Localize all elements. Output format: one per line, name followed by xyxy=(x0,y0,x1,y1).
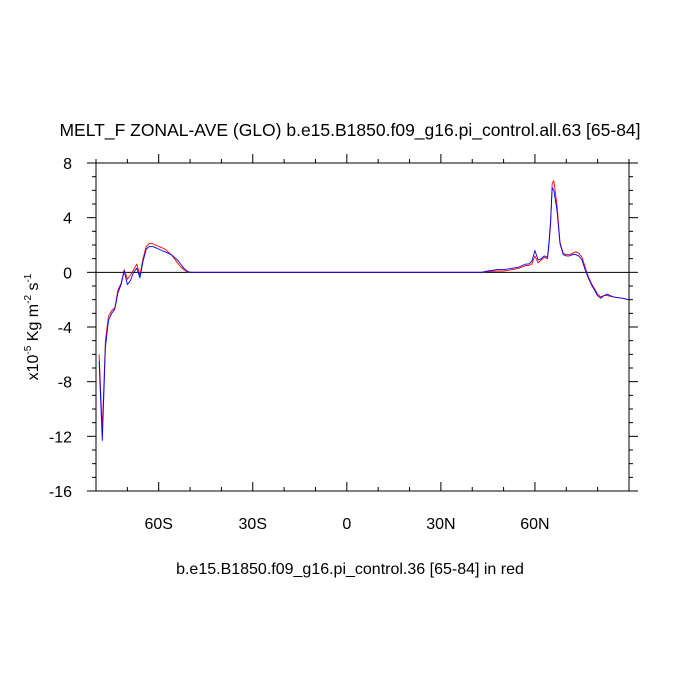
x-tick-label: 60S xyxy=(144,516,172,533)
series-layer xyxy=(98,180,630,441)
chart-title: MELT_F ZONAL-AVE (GLO) b.e15.B1850.f09_g… xyxy=(59,120,641,140)
y-tick-label: -16 xyxy=(49,484,72,501)
y-tick-label: 4 xyxy=(63,211,72,228)
y-axis-label: x10-5 Kg m-2 s-1 xyxy=(23,273,42,380)
x-tick-label: 0 xyxy=(342,516,351,533)
tick-labels: 60S 30S 0 30N 60N 8 4 0 -4 -8 -12 -16 xyxy=(49,156,550,533)
x-axis-label: b.e15.B1850.f09_g16.pi_control.36 [65-84… xyxy=(176,561,524,578)
y-tick-label: -4 xyxy=(58,320,72,337)
y-tick-label: -12 xyxy=(49,429,72,446)
x-tick-label: 30S xyxy=(239,516,267,533)
plot-frame xyxy=(95,162,630,492)
series-line-2 xyxy=(98,187,630,441)
x-tick-label: 60N xyxy=(520,516,549,533)
series-line-1 xyxy=(98,180,630,430)
tick-marks xyxy=(87,154,638,492)
y-tick-label: 8 xyxy=(63,156,72,173)
x-tick-label: 30N xyxy=(426,516,455,533)
y-tick-label: -8 xyxy=(58,375,72,392)
y-tick-label: 0 xyxy=(63,265,72,282)
